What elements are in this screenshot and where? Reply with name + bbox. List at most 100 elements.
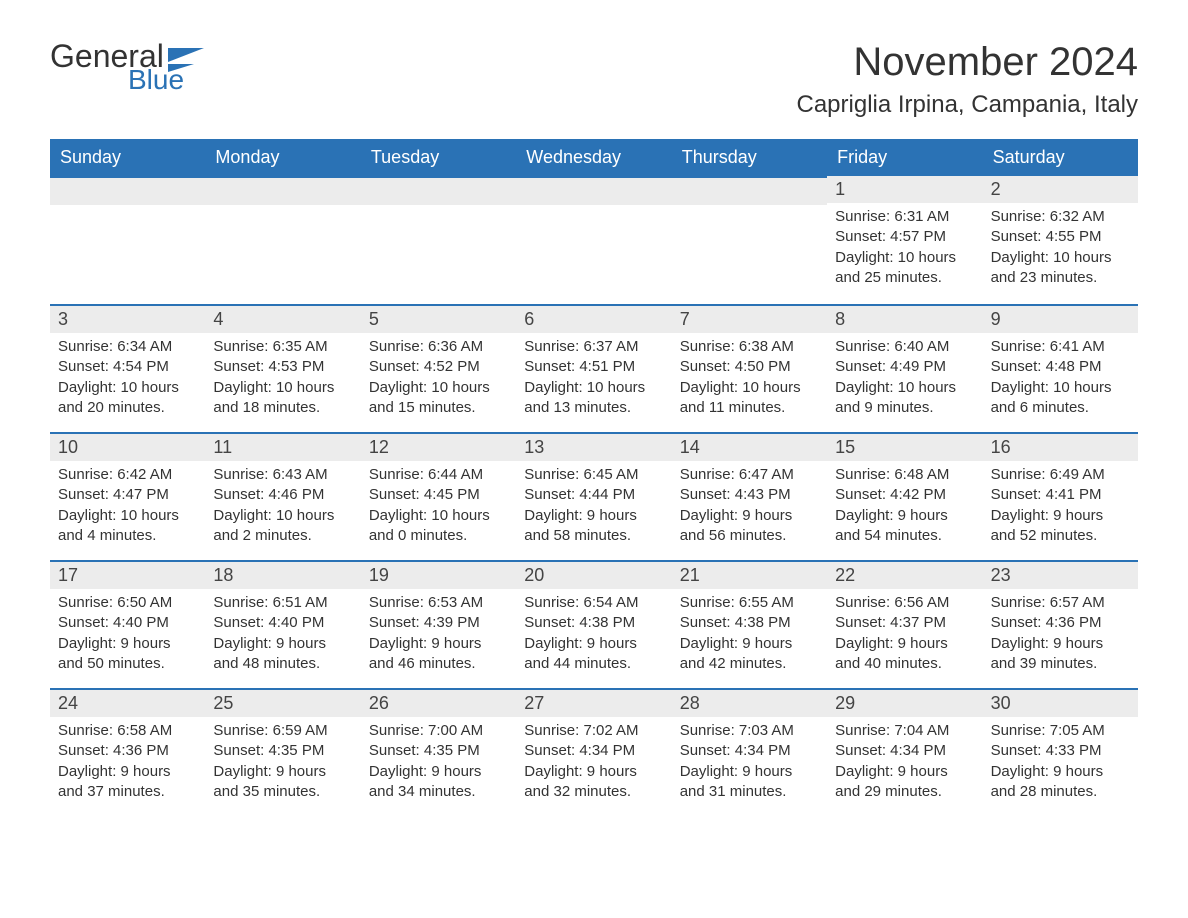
calendar-daynum: 15	[827, 432, 982, 461]
calendar-cell: 19Sunrise: 6:53 AMSunset: 4:39 PMDayligh…	[361, 560, 516, 688]
calendar-daytext: Sunrise: 6:40 AMSunset: 4:49 PMDaylight:…	[827, 333, 982, 426]
calendar-daynum: 24	[50, 688, 205, 717]
calendar-cell: 28Sunrise: 7:03 AMSunset: 4:34 PMDayligh…	[672, 688, 827, 816]
sunrise-text: Sunrise: 6:53 AM	[369, 593, 508, 613]
calendar-daynum	[205, 176, 360, 205]
daylight-text: Daylight: 9 hours and 37 minutes.	[58, 762, 197, 803]
page-title: November 2024	[797, 40, 1139, 85]
daylight-text: Daylight: 9 hours and 54 minutes.	[835, 506, 974, 547]
sunrise-text: Sunrise: 6:50 AM	[58, 593, 197, 613]
sunrise-text: Sunrise: 6:36 AM	[369, 337, 508, 357]
sunrise-text: Sunrise: 6:35 AM	[213, 337, 352, 357]
sunrise-text: Sunrise: 7:00 AM	[369, 721, 508, 741]
sunrise-text: Sunrise: 7:02 AM	[524, 721, 663, 741]
daylight-text: Daylight: 9 hours and 56 minutes.	[680, 506, 819, 547]
calendar-daynum: 29	[827, 688, 982, 717]
calendar-daynum: 28	[672, 688, 827, 717]
sunrise-text: Sunrise: 6:40 AM	[835, 337, 974, 357]
daylight-text: Daylight: 10 hours and 2 minutes.	[213, 506, 352, 547]
calendar-daynum	[672, 176, 827, 205]
calendar-cell: 16Sunrise: 6:49 AMSunset: 4:41 PMDayligh…	[983, 432, 1138, 560]
daylight-text: Daylight: 9 hours and 58 minutes.	[524, 506, 663, 547]
daylight-text: Daylight: 9 hours and 48 minutes.	[213, 634, 352, 675]
calendar-cell: 11Sunrise: 6:43 AMSunset: 4:46 PMDayligh…	[205, 432, 360, 560]
calendar-daytext: Sunrise: 7:03 AMSunset: 4:34 PMDaylight:…	[672, 717, 827, 810]
calendar-daytext: Sunrise: 6:47 AMSunset: 4:43 PMDaylight:…	[672, 461, 827, 554]
sunset-text: Sunset: 4:54 PM	[58, 357, 197, 377]
sunset-text: Sunset: 4:55 PM	[991, 227, 1130, 247]
daylight-text: Daylight: 9 hours and 35 minutes.	[213, 762, 352, 803]
calendar-daytext: Sunrise: 6:38 AMSunset: 4:50 PMDaylight:…	[672, 333, 827, 426]
daylight-text: Daylight: 9 hours and 44 minutes.	[524, 634, 663, 675]
calendar-daynum: 22	[827, 560, 982, 589]
calendar-daytext: Sunrise: 7:04 AMSunset: 4:34 PMDaylight:…	[827, 717, 982, 810]
daylight-text: Daylight: 9 hours and 50 minutes.	[58, 634, 197, 675]
sunset-text: Sunset: 4:51 PM	[524, 357, 663, 377]
calendar-daytext: Sunrise: 6:59 AMSunset: 4:35 PMDaylight:…	[205, 717, 360, 810]
calendar-header-cell: Tuesday	[361, 139, 516, 176]
calendar-daytext: Sunrise: 6:31 AMSunset: 4:57 PMDaylight:…	[827, 203, 982, 296]
sunset-text: Sunset: 4:53 PM	[213, 357, 352, 377]
logo-text-blue: Blue	[128, 66, 204, 94]
calendar-daynum	[50, 176, 205, 205]
daylight-text: Daylight: 10 hours and 23 minutes.	[991, 248, 1130, 289]
calendar-daytext: Sunrise: 6:58 AMSunset: 4:36 PMDaylight:…	[50, 717, 205, 810]
sunrise-text: Sunrise: 6:47 AM	[680, 465, 819, 485]
sunset-text: Sunset: 4:35 PM	[369, 741, 508, 761]
calendar-cell: 12Sunrise: 6:44 AMSunset: 4:45 PMDayligh…	[361, 432, 516, 560]
calendar-cell: 13Sunrise: 6:45 AMSunset: 4:44 PMDayligh…	[516, 432, 671, 560]
calendar-cell: 14Sunrise: 6:47 AMSunset: 4:43 PMDayligh…	[672, 432, 827, 560]
calendar-cell: 7Sunrise: 6:38 AMSunset: 4:50 PMDaylight…	[672, 304, 827, 432]
sunrise-text: Sunrise: 6:49 AM	[991, 465, 1130, 485]
sunrise-text: Sunrise: 6:44 AM	[369, 465, 508, 485]
daylight-text: Daylight: 9 hours and 46 minutes.	[369, 634, 508, 675]
calendar-daytext: Sunrise: 6:54 AMSunset: 4:38 PMDaylight:…	[516, 589, 671, 682]
sunset-text: Sunset: 4:44 PM	[524, 485, 663, 505]
sunrise-text: Sunrise: 6:32 AM	[991, 207, 1130, 227]
calendar-cell	[361, 176, 516, 304]
sunset-text: Sunset: 4:35 PM	[213, 741, 352, 761]
calendar-cell: 29Sunrise: 7:04 AMSunset: 4:34 PMDayligh…	[827, 688, 982, 816]
calendar-daynum: 4	[205, 304, 360, 333]
calendar-header-cell: Saturday	[983, 139, 1138, 176]
sunset-text: Sunset: 4:42 PM	[835, 485, 974, 505]
daylight-text: Daylight: 9 hours and 31 minutes.	[680, 762, 819, 803]
calendar-daynum: 23	[983, 560, 1138, 589]
calendar-daynum: 7	[672, 304, 827, 333]
calendar-daynum: 27	[516, 688, 671, 717]
sunset-text: Sunset: 4:52 PM	[369, 357, 508, 377]
daylight-text: Daylight: 10 hours and 11 minutes.	[680, 378, 819, 419]
calendar-cell	[516, 176, 671, 304]
calendar-cell: 20Sunrise: 6:54 AMSunset: 4:38 PMDayligh…	[516, 560, 671, 688]
sunrise-text: Sunrise: 7:05 AM	[991, 721, 1130, 741]
calendar-daynum: 13	[516, 432, 671, 461]
daylight-text: Daylight: 9 hours and 39 minutes.	[991, 634, 1130, 675]
calendar-header-cell: Wednesday	[516, 139, 671, 176]
calendar-daynum: 14	[672, 432, 827, 461]
calendar-header-cell: Thursday	[672, 139, 827, 176]
calendar-daytext: Sunrise: 6:45 AMSunset: 4:44 PMDaylight:…	[516, 461, 671, 554]
sunrise-text: Sunrise: 6:42 AM	[58, 465, 197, 485]
daylight-text: Daylight: 10 hours and 20 minutes.	[58, 378, 197, 419]
calendar-daytext: Sunrise: 6:35 AMSunset: 4:53 PMDaylight:…	[205, 333, 360, 426]
sunrise-text: Sunrise: 6:57 AM	[991, 593, 1130, 613]
calendar-cell: 17Sunrise: 6:50 AMSunset: 4:40 PMDayligh…	[50, 560, 205, 688]
sunrise-text: Sunrise: 6:59 AM	[213, 721, 352, 741]
calendar-cell	[205, 176, 360, 304]
daylight-text: Daylight: 10 hours and 13 minutes.	[524, 378, 663, 419]
sunrise-text: Sunrise: 6:45 AM	[524, 465, 663, 485]
calendar-daynum: 20	[516, 560, 671, 589]
page-subtitle: Capriglia Irpina, Campania, Italy	[797, 91, 1139, 119]
sunset-text: Sunset: 4:38 PM	[680, 613, 819, 633]
calendar-cell	[672, 176, 827, 304]
calendar-cell: 21Sunrise: 6:55 AMSunset: 4:38 PMDayligh…	[672, 560, 827, 688]
calendar-cell	[50, 176, 205, 304]
sunset-text: Sunset: 4:40 PM	[58, 613, 197, 633]
daylight-text: Daylight: 9 hours and 32 minutes.	[524, 762, 663, 803]
calendar-cell: 4Sunrise: 6:35 AMSunset: 4:53 PMDaylight…	[205, 304, 360, 432]
sunrise-text: Sunrise: 7:04 AM	[835, 721, 974, 741]
sunset-text: Sunset: 4:43 PM	[680, 485, 819, 505]
calendar-cell: 30Sunrise: 7:05 AMSunset: 4:33 PMDayligh…	[983, 688, 1138, 816]
sunset-text: Sunset: 4:34 PM	[835, 741, 974, 761]
calendar-daytext: Sunrise: 6:32 AMSunset: 4:55 PMDaylight:…	[983, 203, 1138, 296]
